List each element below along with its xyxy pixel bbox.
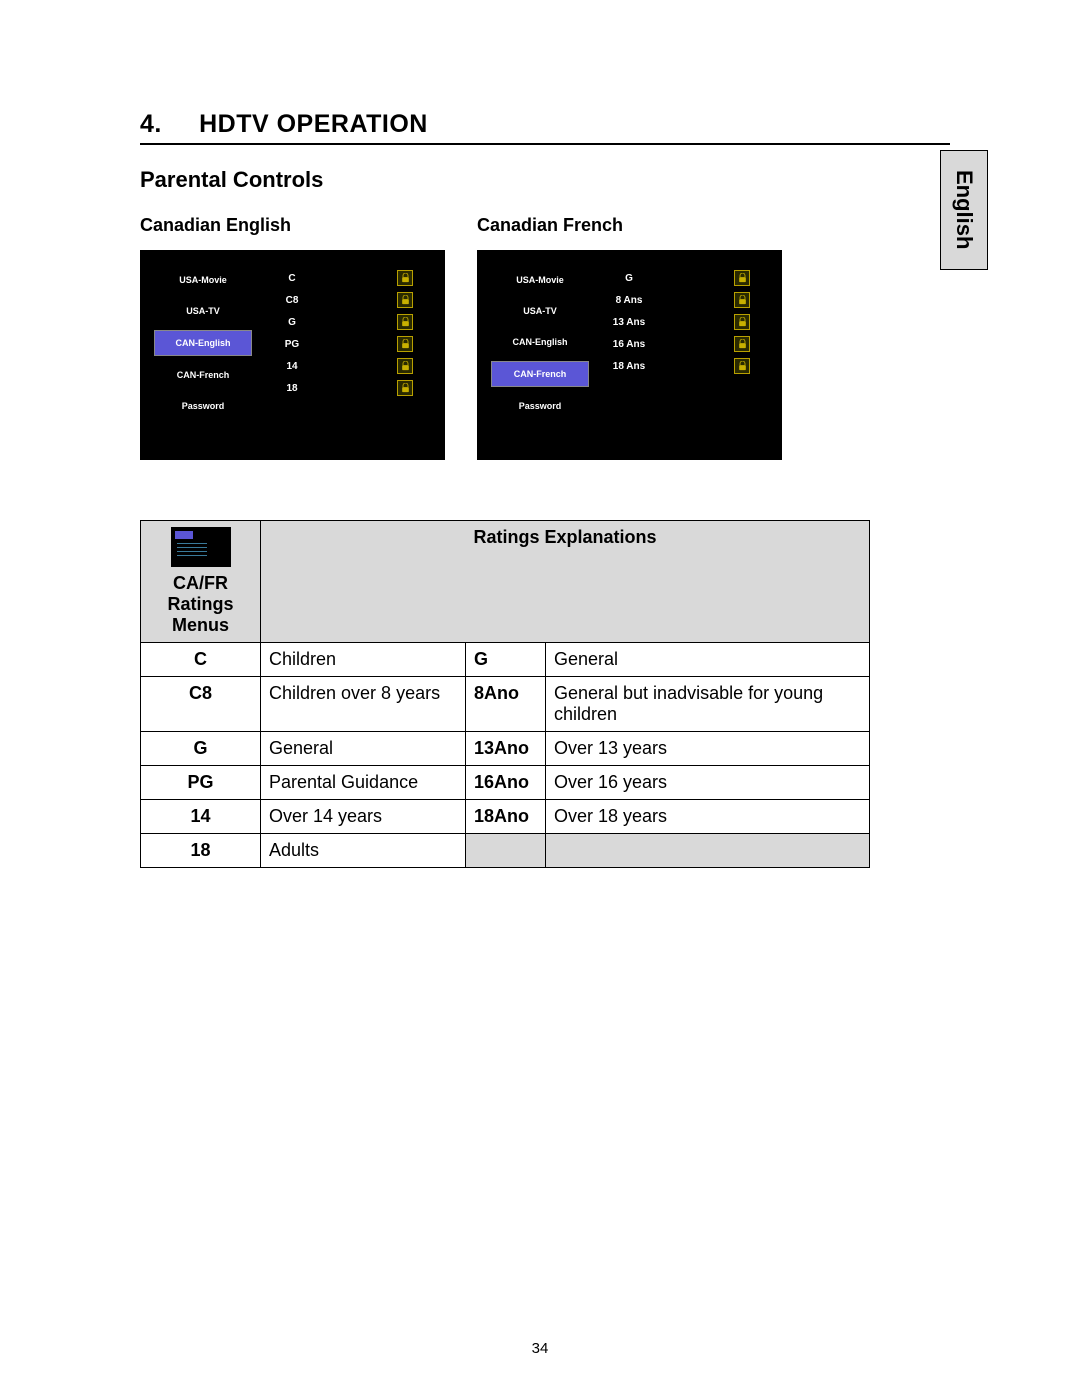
rating-desc-en: Children bbox=[261, 643, 466, 677]
tv-rating-row: PG bbox=[262, 336, 431, 352]
tv-menu-item[interactable]: USA-Movie bbox=[491, 268, 589, 292]
tv-menu-item[interactable]: CAN-French bbox=[154, 363, 252, 387]
tv-menu-item[interactable]: CAN-English bbox=[154, 330, 252, 356]
lock-icon[interactable] bbox=[397, 314, 413, 330]
tv-rating-row: C8 bbox=[262, 292, 431, 308]
rating-desc-fr bbox=[546, 834, 870, 868]
tv-menu-item[interactable]: USA-TV bbox=[491, 299, 589, 323]
tv-rating-label: 18 bbox=[262, 383, 322, 394]
rating-code-en: G bbox=[141, 732, 261, 766]
rating-code-en: 14 bbox=[141, 800, 261, 834]
language-tab-label: English bbox=[951, 170, 977, 249]
rating-code-fr: 13Ano bbox=[466, 732, 546, 766]
table-header-right: Ratings Explanations bbox=[261, 521, 870, 643]
rating-code-fr: 16Ano bbox=[466, 766, 546, 800]
tv-menu-item[interactable]: CAN-English bbox=[491, 330, 589, 354]
table-header-thumb bbox=[171, 527, 231, 567]
tv-rating-row: G bbox=[599, 270, 768, 286]
tv-ratings-right: G 8 Ans 13 Ans 16 Ans 18 Ans bbox=[599, 268, 768, 446]
screenshot-col-french: Canadian French USA-Movie USA-TV CAN-Engli… bbox=[477, 215, 782, 460]
rating-code-fr: G bbox=[466, 643, 546, 677]
table-row: CChildrenGGeneral bbox=[141, 643, 870, 677]
lock-icon[interactable] bbox=[734, 358, 750, 374]
rating-code-en: C bbox=[141, 643, 261, 677]
screenshot-col-english: Canadian English USA-Movie USA-TV CAN-Engl… bbox=[140, 215, 445, 460]
tv-rating-label: G bbox=[262, 317, 322, 328]
table-header-left: CA/FR Ratings Menus bbox=[141, 521, 261, 643]
tv-rating-row: 18 bbox=[262, 380, 431, 396]
tv-rating-label: 18 Ans bbox=[599, 361, 659, 372]
lock-icon[interactable] bbox=[734, 336, 750, 352]
rating-code-fr: 8Ano bbox=[466, 677, 546, 732]
rating-desc-fr: Over 13 years bbox=[546, 732, 870, 766]
lock-icon[interactable] bbox=[397, 358, 413, 374]
tv-rating-label: C8 bbox=[262, 295, 322, 306]
ratings-table: CA/FR Ratings Menus Ratings Explanations… bbox=[140, 520, 870, 868]
tv-rating-row: C bbox=[262, 270, 431, 286]
tv-rating-row: 8 Ans bbox=[599, 292, 768, 308]
tv-rating-row: 14 bbox=[262, 358, 431, 374]
rating-desc-en: Parental Guidance bbox=[261, 766, 466, 800]
rating-desc-en: Children over 8 years bbox=[261, 677, 466, 732]
lock-icon[interactable] bbox=[734, 270, 750, 286]
lock-icon[interactable] bbox=[397, 270, 413, 286]
section-title: 4. HDTV OPERATION bbox=[140, 110, 950, 145]
tv-menu-item[interactable]: CAN-French bbox=[491, 361, 589, 387]
table-header-left-label: CA/FR Ratings Menus bbox=[147, 573, 254, 636]
tv-rating-label: 16 Ans bbox=[599, 339, 659, 350]
language-tab: English bbox=[940, 150, 988, 270]
screenshot-label-english: Canadian English bbox=[140, 215, 445, 236]
table-row: GGeneral13AnoOver 13 years bbox=[141, 732, 870, 766]
tv-rating-label: 14 bbox=[262, 361, 322, 372]
tv-menu-item[interactable]: Password bbox=[491, 394, 589, 418]
tv-screen-french: USA-Movie USA-TV CAN-English CAN-French Pass… bbox=[477, 250, 782, 460]
lock-icon[interactable] bbox=[734, 292, 750, 308]
table-row: C8Children over 8 years8AnoGeneral but i… bbox=[141, 677, 870, 732]
tv-menu-item[interactable]: USA-TV bbox=[154, 299, 252, 323]
tv-rating-label: 8 Ans bbox=[599, 295, 659, 306]
tv-rating-label: PG bbox=[262, 339, 322, 350]
lock-icon[interactable] bbox=[734, 314, 750, 330]
tv-menu-item[interactable]: USA-Movie bbox=[154, 268, 252, 292]
table-row: PGParental Guidance16AnoOver 16 years bbox=[141, 766, 870, 800]
tv-rating-row: 13 Ans bbox=[599, 314, 768, 330]
rating-code-en: PG bbox=[141, 766, 261, 800]
rating-desc-fr: General but inadvisable for young childr… bbox=[546, 677, 870, 732]
section-name: HDTV OPERATION bbox=[199, 110, 428, 138]
rating-code-fr: 18Ano bbox=[466, 800, 546, 834]
tv-rating-row: 16 Ans bbox=[599, 336, 768, 352]
tv-menu-left: USA-Movie USA-TV CAN-English CAN-French Pass… bbox=[491, 268, 589, 446]
tv-rating-label: C bbox=[262, 273, 322, 284]
screenshots-row: Canadian English USA-Movie USA-TV CAN-Engl… bbox=[140, 215, 950, 460]
rating-desc-en: General bbox=[261, 732, 466, 766]
tv-screen-english: USA-Movie USA-TV CAN-English CAN-French Pass… bbox=[140, 250, 445, 460]
screenshot-label-french: Canadian French bbox=[477, 215, 782, 236]
rating-code-fr bbox=[466, 834, 546, 868]
section-number: 4. bbox=[140, 110, 162, 138]
tv-ratings-right: C C8 G PG 14 18 bbox=[262, 268, 431, 446]
tv-rating-row: 18 Ans bbox=[599, 358, 768, 374]
lock-icon[interactable] bbox=[397, 292, 413, 308]
rating-desc-fr: General bbox=[546, 643, 870, 677]
rating-desc-en: Adults bbox=[261, 834, 466, 868]
rating-desc-fr: Over 16 years bbox=[546, 766, 870, 800]
lock-icon[interactable] bbox=[397, 380, 413, 396]
tv-rating-label: G bbox=[599, 273, 659, 284]
rating-code-en: 18 bbox=[141, 834, 261, 868]
rating-code-en: C8 bbox=[141, 677, 261, 732]
rating-desc-en: Over 14 years bbox=[261, 800, 466, 834]
subsection-title: Parental Controls bbox=[140, 167, 950, 193]
rating-desc-fr: Over 18 years bbox=[546, 800, 870, 834]
tv-menu-left: USA-Movie USA-TV CAN-English CAN-French Pass… bbox=[154, 268, 252, 446]
tv-menu-item[interactable]: Password bbox=[154, 394, 252, 418]
lock-icon[interactable] bbox=[397, 336, 413, 352]
table-row: 18Adults bbox=[141, 834, 870, 868]
tv-rating-row: G bbox=[262, 314, 431, 330]
page-number: 34 bbox=[0, 1340, 1080, 1357]
table-row: 14Over 14 years18AnoOver 18 years bbox=[141, 800, 870, 834]
tv-rating-label: 13 Ans bbox=[599, 317, 659, 328]
